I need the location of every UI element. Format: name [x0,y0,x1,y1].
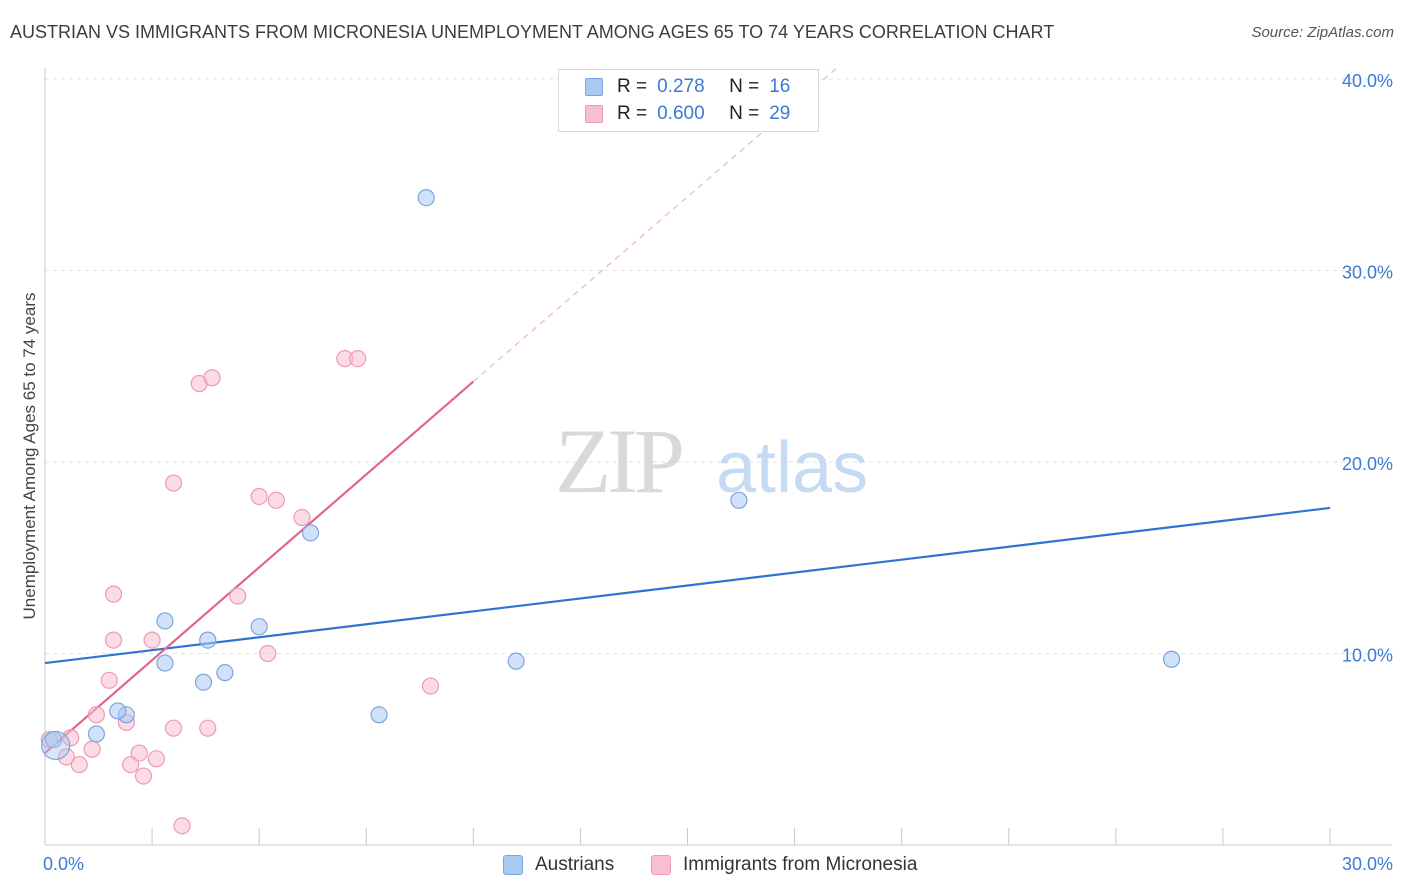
point-austrians [370,706,388,724]
x-tick-label: 0.0% [43,854,84,874]
x-tick-label: 30.0% [1342,854,1393,874]
y-tick-label: 20.0% [1342,454,1393,474]
watermark-zip: ZIP [555,410,682,512]
point-micronesia [349,349,367,368]
point-micronesia [147,750,165,768]
legend-r-label: R = [617,103,648,124]
point-micronesia [173,817,191,835]
point-micronesia [164,719,183,737]
legend-row-micronesia: R = 0.600 N = 29 [585,102,790,126]
y-tick-label: 30.0% [1342,263,1393,283]
point-micronesia [57,748,76,766]
point-austrians [1162,650,1181,668]
legend-swatch-pink [651,855,671,875]
point-micronesia [293,508,311,527]
point-austrians [216,664,234,682]
point-austrians [507,652,525,670]
legend-r-value: 0.278 [657,76,705,97]
point-austrians [156,612,174,630]
point-austrians [199,631,217,649]
legend-n-value: 29 [769,103,791,124]
point-micronesia [259,644,277,663]
point-micronesia [104,631,123,649]
legend-r-value: 0.600 [657,103,705,124]
legend-swatch-blue [585,78,603,96]
point-micronesia [229,587,247,605]
source-credit: Source: ZipAtlas.com [1251,24,1394,41]
legend-swatch-pink [585,105,603,123]
point-micronesia [203,369,221,387]
point-austrians [156,654,174,672]
trend-line-austrians [44,506,1331,665]
legend-label-austrians: Austrians [535,854,615,875]
legend-n-label: N = [729,76,760,97]
point-micronesia [87,706,106,724]
point-micronesia [134,767,153,785]
legend-n-label: N = [729,103,760,124]
legend-label-micronesia: Immigrants from Micronesia [683,854,918,875]
legend-row-austrians: R = 0.278 N = 16 [585,75,790,99]
trend-line-micronesia [44,380,475,754]
point-austrians-cluster [41,730,71,761]
point-austrians [109,702,127,720]
legend-r-label: R = [617,76,648,97]
point-micronesia [100,671,118,689]
point-austrians [730,491,748,509]
point-micronesia [250,487,268,506]
point-micronesia [83,740,101,758]
point-micronesia [164,474,183,492]
point-micronesia [122,755,140,774]
point-austrians [194,673,213,691]
legend-n-value: 16 [769,76,791,97]
point-micronesia [421,677,440,695]
legend-item-micronesia[interactable]: Immigrants from Micronesia [651,854,917,876]
series-legend: Austrians Immigrants from Micronesia [0,852,1406,878]
tick-labels: 10.0% 20.0% 30.0% 40.0% 0.0% 30.0% [43,71,1393,874]
watermark: ZIP atlas [555,410,868,512]
chart-title: AUSTRIAN VS IMMIGRANTS FROM MICRONESIA U… [10,22,1055,42]
axes [44,68,1392,846]
point-austrians [417,189,435,207]
point-micronesia [130,744,148,762]
legend-swatch-blue [503,855,523,875]
point-micronesia [104,585,123,603]
point-micronesia [199,719,217,737]
correlation-legend: R = 0.278 N = 16 R = 0.600 N = 29 [558,69,819,132]
trend-lines [44,67,1331,754]
data-points [40,189,1181,835]
point-austrians [250,618,268,636]
point-micronesia [62,729,80,747]
y-tick-label: 10.0% [1342,646,1393,666]
legend-item-austrians[interactable]: Austrians [503,854,614,876]
point-austrians [87,725,106,743]
point-micronesia [70,755,88,774]
point-micronesia [143,631,161,649]
point-austrians [301,524,320,542]
point-micronesia [267,491,285,509]
grid-lines [45,78,1392,654]
y-tick-label: 40.0% [1342,71,1393,91]
